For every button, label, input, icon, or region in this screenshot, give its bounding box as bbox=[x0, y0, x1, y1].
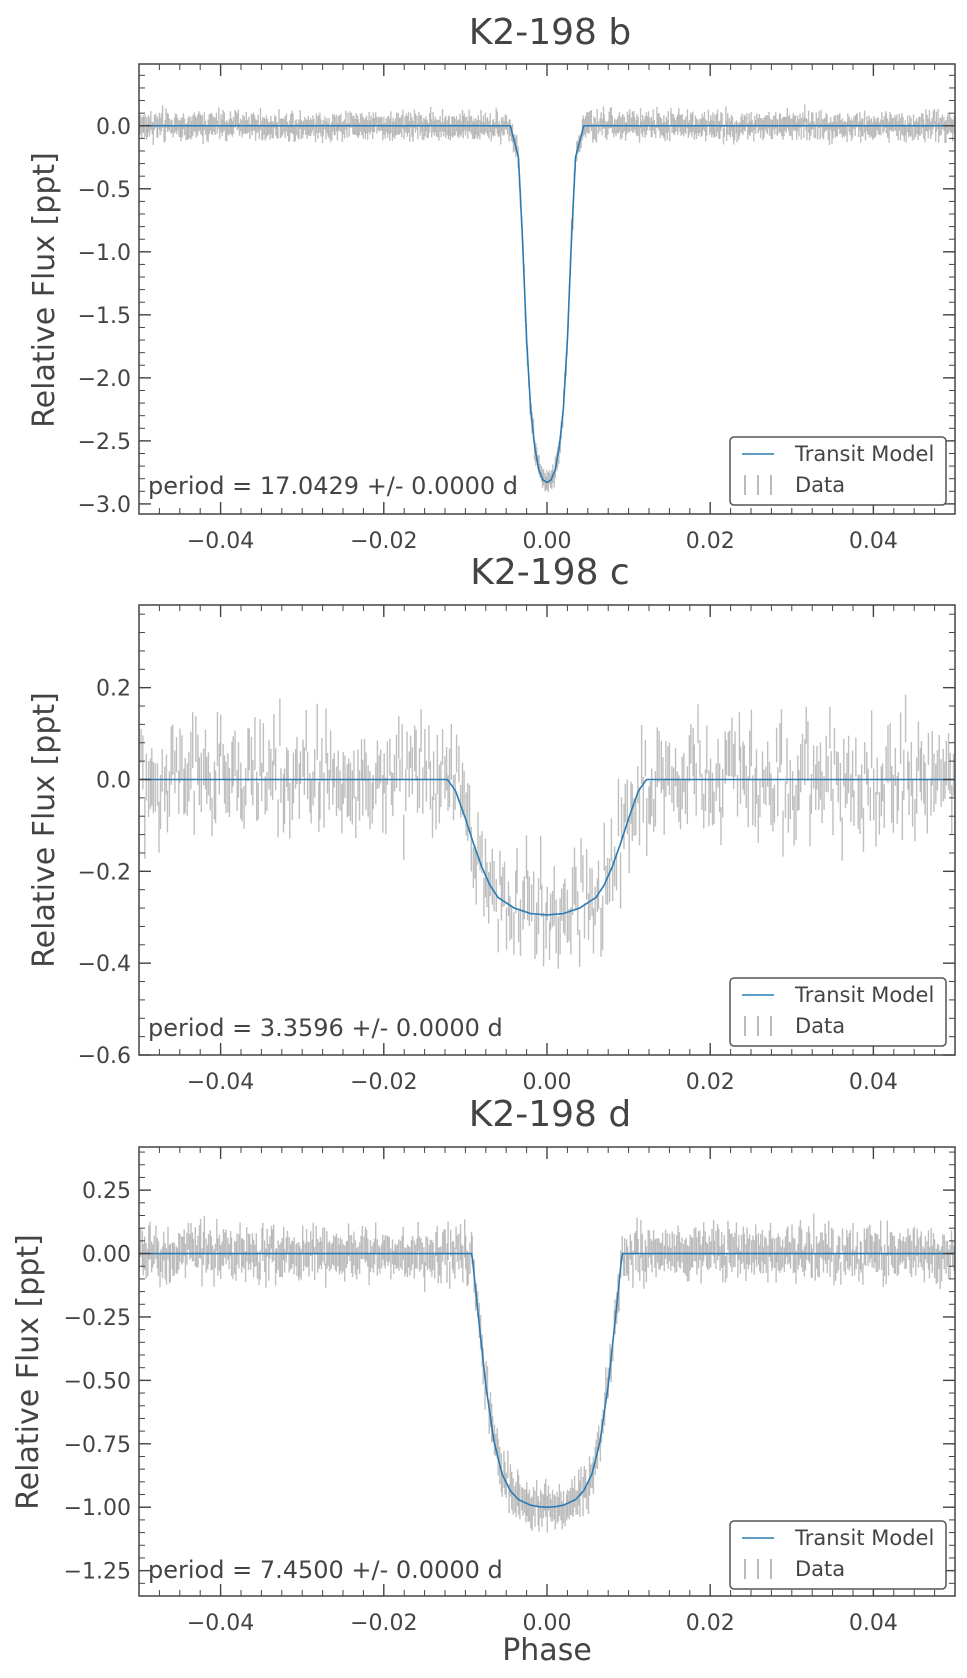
y-axis-label: Relative Flux [ppt] bbox=[27, 692, 62, 968]
legend-data-swatch bbox=[744, 1559, 772, 1579]
x-tick-label: 0.00 bbox=[523, 1611, 572, 1636]
y-axis-label: Relative Flux [ppt] bbox=[11, 1234, 46, 1510]
y-tick-label: −1.0 bbox=[78, 241, 131, 266]
x-tick-label: 0.04 bbox=[849, 1611, 898, 1636]
y-tick-label: −0.2 bbox=[78, 860, 131, 885]
legend-data-label: Data bbox=[795, 473, 845, 497]
y-ticks: 0.2 0.0 −0.2 −0.4 −0.6 bbox=[78, 613, 955, 1069]
y-tick-label: −2.5 bbox=[78, 430, 131, 455]
x-tick-label: 0.02 bbox=[686, 1611, 735, 1636]
y-tick-label: −0.25 bbox=[64, 1306, 131, 1331]
legend-box bbox=[729, 436, 947, 506]
y-tick-label: −0.6 bbox=[78, 1044, 131, 1069]
x-tick-label: −0.02 bbox=[350, 529, 417, 554]
x-tick-label: −0.04 bbox=[187, 1611, 254, 1636]
transit-model-line bbox=[139, 124, 955, 484]
x-tick-label: −0.02 bbox=[350, 1611, 417, 1636]
transit-model-line bbox=[139, 778, 955, 916]
y-tick-label: −3.0 bbox=[78, 493, 131, 518]
x-tick-label: 0.02 bbox=[686, 529, 735, 554]
x-ticks: −0.04 −0.02 0.00 0.02 0.04 bbox=[138, 64, 956, 554]
legend-model-label: Transit Model bbox=[794, 983, 934, 1007]
x-tick-label: 0.04 bbox=[849, 529, 898, 554]
y-ticks: 0.0 −0.5 −1.0 −1.5 −2.0 −2.5 −3.0 bbox=[78, 74, 955, 518]
panel-planet-c: K2-198 c Relative Flux [ppt] −0.04 −0.02 0… bbox=[27, 552, 956, 1095]
y-ticks: 0.25 0.00 −0.25 −0.50 −0.75 −1.00 −1.25 bbox=[64, 1151, 955, 1597]
y-tick-label: 0.00 bbox=[82, 1243, 131, 1268]
legend-data-swatch bbox=[744, 1016, 772, 1036]
x-tick-label: −0.04 bbox=[187, 529, 254, 554]
legend-data-label: Data bbox=[795, 1014, 845, 1038]
y-tick-label: 0.2 bbox=[96, 677, 131, 702]
transit-model bbox=[139, 778, 955, 916]
panel-title: K2-198 d bbox=[469, 1094, 632, 1135]
y-tick-label: −1.5 bbox=[78, 304, 131, 329]
x-tick-label: −0.02 bbox=[350, 1070, 417, 1095]
x-tick-label: 0.02 bbox=[686, 1070, 735, 1095]
transit-model-line bbox=[139, 1252, 955, 1509]
y-tick-label: 0.0 bbox=[96, 768, 131, 793]
period-annotation: period = 3.3596 +/- 0.0000 d bbox=[148, 1014, 503, 1042]
data-errorbars bbox=[139, 694, 955, 969]
y-tick-label: 0.0 bbox=[96, 115, 131, 140]
x-tick-label: 0.00 bbox=[523, 1070, 572, 1095]
transit-model bbox=[139, 1252, 955, 1509]
x-tick-label: −0.04 bbox=[187, 1070, 254, 1095]
y-tick-label: −0.75 bbox=[64, 1433, 131, 1458]
period-annotation: period = 7.4500 +/- 0.0000 d bbox=[148, 1556, 503, 1584]
x-tick-label: 0.04 bbox=[849, 1070, 898, 1095]
panel-title: K2-198 c bbox=[470, 552, 629, 593]
x-axis-label: Phase bbox=[502, 1633, 592, 1668]
panel-title: K2-198 b bbox=[469, 12, 632, 53]
x-ticks: −0.04 −0.02 0.00 0.02 0.04 bbox=[138, 605, 956, 1095]
legend-box bbox=[729, 977, 947, 1047]
legend-model-label: Transit Model bbox=[794, 1526, 934, 1550]
legend: Transit Model Data bbox=[729, 977, 947, 1047]
x-ticks: −0.04 −0.02 0.00 0.02 0.04 bbox=[138, 1147, 956, 1636]
y-tick-label: −0.4 bbox=[78, 952, 131, 977]
legend-data-swatch bbox=[744, 475, 772, 495]
legend-model-label: Transit Model bbox=[794, 442, 934, 466]
y-tick-label: −1.25 bbox=[64, 1560, 131, 1585]
y-tick-label: −0.5 bbox=[78, 178, 131, 203]
x-tick-label: 0.00 bbox=[523, 529, 572, 554]
y-tick-label: 0.25 bbox=[82, 1179, 131, 1204]
legend: Transit Model Data bbox=[729, 436, 947, 506]
panel-planet-d: K2-198 d Relative Flux [ppt] −0.04 −0.02 0… bbox=[11, 1094, 956, 1636]
legend-data-label: Data bbox=[795, 1557, 845, 1581]
legend-box bbox=[729, 1520, 947, 1590]
y-tick-label: −1.00 bbox=[64, 1496, 131, 1521]
data-errorbars bbox=[139, 104, 955, 493]
legend: Transit Model Data bbox=[729, 1520, 947, 1590]
period-annotation: period = 17.0429 +/- 0.0000 d bbox=[148, 472, 518, 500]
data-errorbars bbox=[139, 1213, 955, 1533]
y-tick-label: −0.50 bbox=[64, 1369, 131, 1394]
transit-model bbox=[139, 124, 955, 484]
y-axis-label: Relative Flux [ppt] bbox=[27, 152, 62, 428]
y-tick-label: −2.0 bbox=[78, 367, 131, 392]
panel-planet-b: K2-198 b Relative Flux [ppt] −0.04 −0.02 0… bbox=[27, 12, 956, 554]
